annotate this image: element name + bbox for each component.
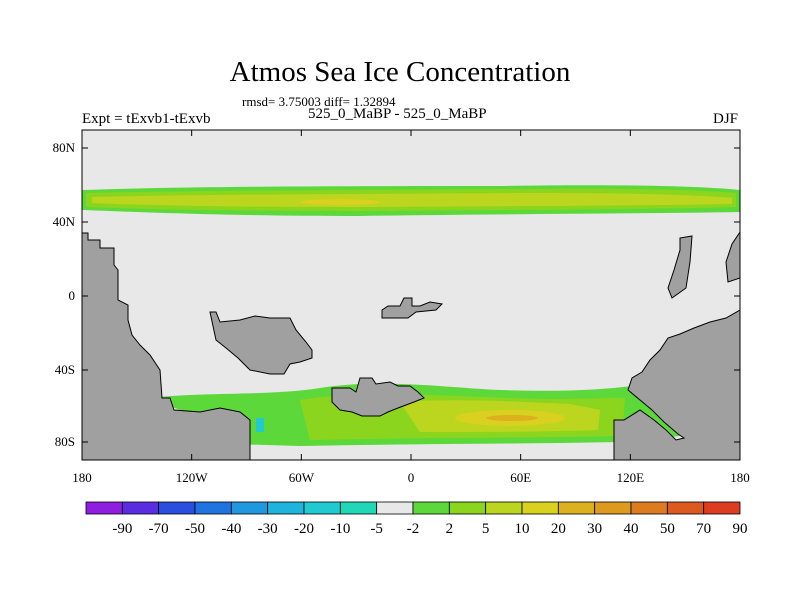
colorbar-swatch-13 (557, 501, 596, 515)
negative-anomaly-patch (256, 418, 264, 432)
colorbar-swatch-1 (121, 501, 160, 515)
colorbar-swatch-6 (303, 501, 341, 515)
colorbar-swatch-3 (194, 501, 232, 515)
land-masses (82, 231, 740, 460)
colorbar-label-10: 5 (482, 521, 490, 537)
colorbar-label-5: -20 (294, 521, 314, 537)
colorbar-label-3: -40 (221, 521, 241, 537)
colorbar-swatch-8 (376, 501, 414, 515)
colorbar-label-7: -5 (370, 521, 383, 537)
colorbar-swatch-4 (230, 501, 269, 515)
chart-title: Atmos Sea Ice Concentration (229, 56, 571, 88)
land-island-north (381, 297, 444, 319)
colorbar-swatch-9 (412, 501, 450, 515)
x-tick-label-6: 180 (730, 470, 750, 485)
land-africa (209, 311, 313, 375)
colorbar-swatch-11 (485, 501, 523, 515)
colorbar-swatch-16 (666, 501, 705, 515)
colorbar-label-6: -10 (330, 521, 350, 537)
y-tick-label-0: 80N (53, 140, 76, 155)
season-label: DJF (712, 111, 738, 127)
colorbar-swatch-2 (158, 501, 196, 515)
colorbar-swatch-10 (448, 501, 487, 515)
colorbar-label-8: -2 (407, 521, 420, 537)
x-tick-label-0: 180 (72, 470, 92, 485)
colorbar-swatch-7 (339, 501, 378, 515)
y-tick-label-2: 0 (69, 288, 76, 303)
x-tick-label-4: 60E (510, 470, 531, 485)
colorbar-swatch-15 (630, 501, 668, 515)
map-area (82, 130, 740, 460)
colorbar-swatch-12 (521, 501, 559, 515)
colorbar: -90 -70 -50 -40 -30 -20 -10 -5 -2 2 5 10 20 30 40 50 70 9… (85, 501, 748, 537)
colorbar-swatch-5 (267, 501, 305, 515)
colorbar-label-0: -90 (112, 521, 132, 537)
colorbar-swatch-0 (85, 501, 123, 515)
colorbar-label-2: -50 (185, 521, 205, 537)
colorbar-label-13: 30 (587, 521, 602, 537)
south-ice-max (486, 415, 538, 421)
land-right-island (667, 235, 693, 299)
colorbar-label-11: 10 (515, 521, 530, 537)
land-west-america (82, 232, 251, 460)
map-axes: 80N 40N 0 40S 80S 180 120W 60W 0 60E 120E 180 (53, 130, 750, 485)
land-arc-south (331, 377, 425, 417)
land-right-continent (613, 309, 740, 460)
x-tick-label-5: 120E (617, 470, 645, 485)
north-ice-peak (300, 199, 380, 205)
y-tick-label-3: 40S (55, 362, 75, 377)
subtitle: 525_0_MaBP - 525_0_MaBP (308, 106, 487, 122)
stats-line: rmsd= 3.75003 diff= 1.32894 (242, 94, 396, 109)
x-tick-label-1: 120W (176, 470, 209, 485)
colorbar-label-16: 70 (696, 521, 711, 537)
y-tick-label-1: 40N (53, 214, 76, 229)
colorbar-swatch-14 (594, 501, 632, 515)
colorbar-label-14: 40 (624, 521, 639, 537)
colorbar-swatch-17 (703, 501, 741, 515)
colorbar-label-17: 90 (733, 521, 748, 537)
colorbar-label-15: 50 (660, 521, 675, 537)
colorbar-label-12: 20 (551, 521, 566, 537)
x-tick-label-3: 0 (408, 470, 415, 485)
y-tick-label-4: 80S (55, 434, 75, 449)
north-ice-band-high (92, 193, 732, 207)
land-right-edge (725, 231, 740, 283)
colorbar-label-9: 2 (446, 521, 454, 537)
experiment-label: Expt = tExvb1-tExvb (82, 111, 211, 127)
x-tick-label-2: 60W (289, 470, 315, 485)
colorbar-label-4: -30 (258, 521, 278, 537)
colorbar-label-1: -70 (149, 521, 169, 537)
